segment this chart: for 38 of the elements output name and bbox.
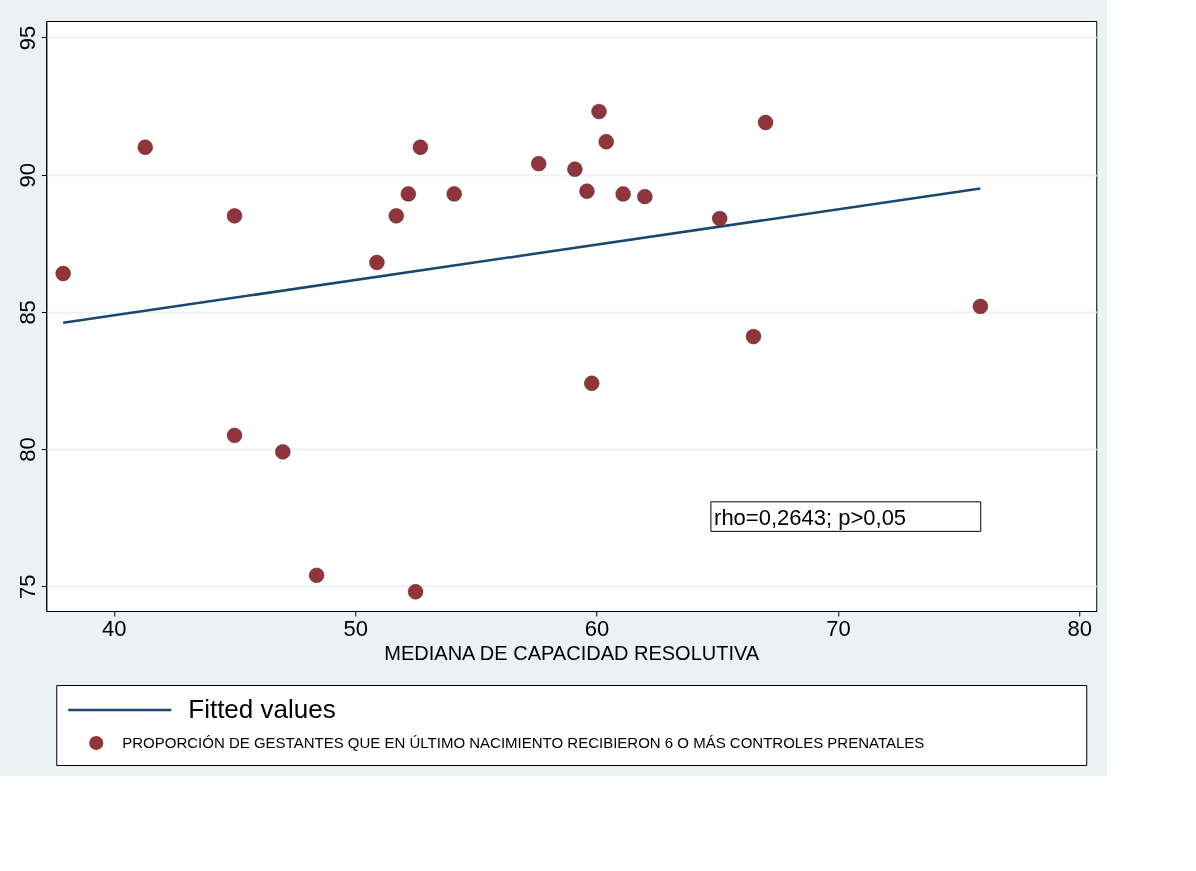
point [757, 114, 774, 131]
point [579, 183, 595, 199]
point [598, 134, 614, 150]
point [567, 161, 583, 177]
point [972, 298, 989, 315]
point [531, 156, 547, 172]
point [369, 254, 385, 271]
legend-label: PROPORCIÓN DE GESTANTES QUE EN ÚLTIMO NACIMIENTO RECIBIERON 6 O MÁS CONTROLES PRENATALES [122, 734, 925, 751]
point [137, 139, 153, 155]
point [400, 186, 416, 202]
point [388, 208, 404, 224]
x-tick-label: 70 [826, 615, 851, 641]
point [412, 139, 429, 155]
y-tick-label: 95 [14, 25, 40, 51]
x-tick-label: 60 [584, 615, 610, 641]
point [407, 584, 424, 600]
legend-label: Fitted values [188, 694, 336, 724]
x-tick-label: 50 [343, 615, 368, 641]
x-axis-title: MEDIANA DE CAPACIDAD RESOLUTIVA [384, 641, 760, 664]
annotation: rho=0,2643; p>0,05 [714, 504, 907, 530]
y-tick-label: 85 [14, 300, 40, 325]
point [615, 186, 631, 202]
x-tick-label: 40 [102, 615, 127, 641]
point [446, 186, 462, 202]
point [275, 444, 291, 460]
point [637, 188, 653, 205]
y-tick-label: 75 [14, 574, 40, 600]
y-tick-label: 90 [14, 162, 40, 188]
point [712, 210, 728, 227]
y-tick-label: 80 [14, 437, 40, 462]
point [584, 375, 600, 391]
point [591, 103, 607, 120]
point [226, 208, 243, 224]
point [745, 328, 762, 345]
point [55, 265, 71, 282]
point [226, 427, 243, 444]
x-tick-label: 80 [1067, 615, 1093, 641]
point [308, 567, 325, 583]
